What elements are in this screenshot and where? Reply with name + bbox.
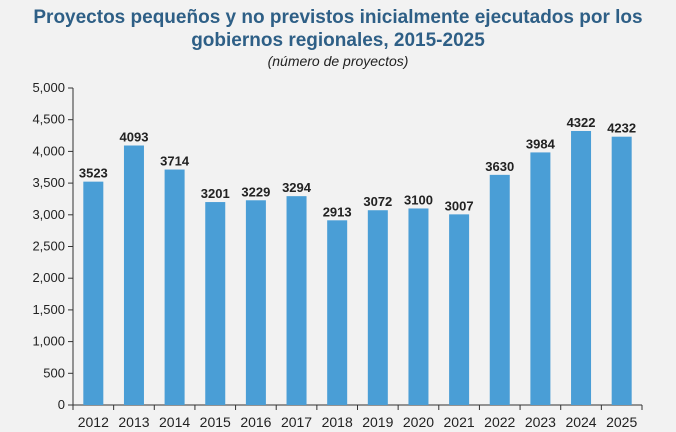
bar: [286, 196, 307, 405]
y-tick-label: 3,500: [32, 175, 65, 190]
chart-title-line-2: gobiernos regionales, 2015-2025: [191, 30, 485, 51]
data-label: 3072: [363, 194, 392, 209]
data-label: 3523: [79, 166, 108, 181]
x-tick-label: 2024: [565, 414, 596, 430]
bar: [367, 210, 388, 405]
bar: [123, 145, 144, 406]
x-tick-label: 2025: [606, 414, 637, 430]
y-tick-label: 4,500: [32, 112, 65, 127]
data-label: 3007: [445, 198, 474, 213]
bar: [83, 181, 104, 405]
x-tick-label: 2021: [444, 414, 475, 430]
x-tick-label: 2013: [118, 414, 149, 430]
bar: [449, 214, 470, 405]
bar: [408, 208, 429, 405]
data-label: 3201: [201, 186, 230, 201]
bar: [611, 136, 632, 405]
data-label: 4322: [567, 115, 596, 130]
data-label: 3714: [160, 154, 190, 169]
x-tick-label: 2014: [159, 414, 190, 430]
data-label: 3630: [485, 159, 514, 174]
x-tick-label: 2023: [525, 414, 556, 430]
data-label: 3984: [526, 136, 556, 151]
y-tick-label: 500: [43, 365, 65, 380]
x-tick-label: 2015: [200, 414, 231, 430]
bar: [205, 202, 226, 405]
chart-title-line-1: Proyectos pequeños y no previstos inicia…: [33, 7, 643, 28]
x-tick-label: 2022: [484, 414, 515, 430]
y-tick-label: 1,000: [32, 334, 65, 349]
bar: [245, 200, 266, 405]
data-label: 3229: [241, 184, 270, 199]
y-tick-label: 4,000: [32, 143, 65, 158]
bar: [489, 174, 510, 405]
chart-title: Proyectos pequeños y no previstos inicia…: [0, 6, 676, 52]
x-tick-label: 2017: [281, 414, 312, 430]
chart-subtitle: (número de proyectos): [267, 53, 409, 69]
data-label: 3294: [282, 180, 312, 195]
y-tick-label: 5,000: [32, 80, 65, 95]
bar: [327, 220, 348, 405]
y-tick-label: 0: [58, 397, 65, 412]
bar: [164, 169, 185, 405]
data-label: 4232: [607, 121, 636, 136]
y-tick-label: 3,000: [32, 207, 65, 222]
x-tick-label: 2018: [322, 414, 353, 430]
bar: [571, 130, 592, 405]
data-label: 3100: [404, 192, 433, 207]
y-tick-label: 1,500: [32, 302, 65, 317]
x-tick-label: 2019: [362, 414, 393, 430]
x-tick-label: 2012: [78, 414, 109, 430]
y-tick-label: 2,500: [32, 239, 65, 254]
y-tick-label: 2,000: [32, 270, 65, 285]
data-label: 2913: [323, 204, 352, 219]
data-label: 4093: [120, 130, 149, 145]
bar: [530, 152, 551, 405]
x-tick-label: 2016: [240, 414, 271, 430]
x-tick-label: 2020: [403, 414, 434, 430]
